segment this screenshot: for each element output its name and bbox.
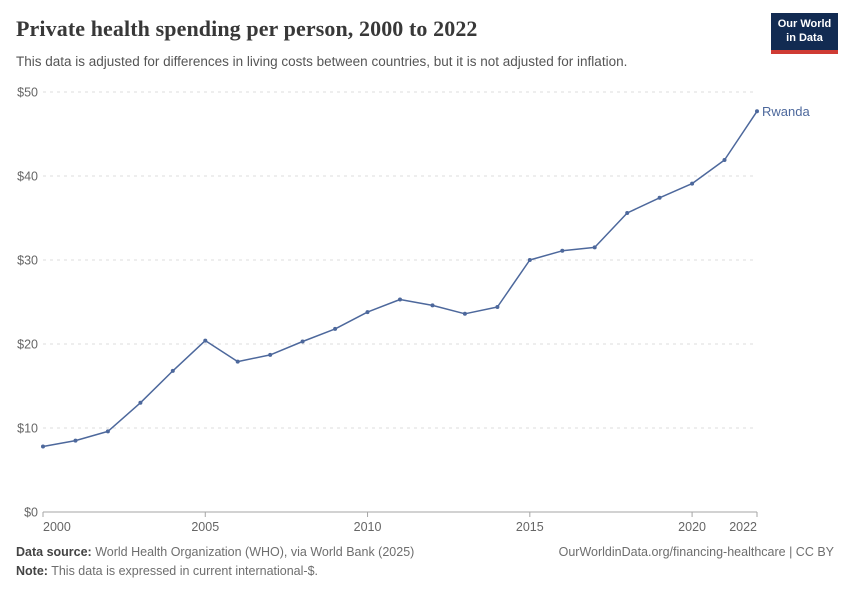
source-text: World Health Organization (WHO), via Wor… — [91, 545, 415, 559]
y-axis-label: $20 — [17, 338, 38, 352]
data-point — [755, 109, 759, 114]
note-label: Note: — [16, 564, 48, 579]
note-line: Note: This data is expressed in current … — [16, 562, 834, 581]
data-point — [235, 359, 240, 364]
data-point — [73, 438, 78, 443]
attribution-link[interactable]: OurWorldinData.org/financing-healthcare … — [558, 545, 834, 559]
data-point — [170, 368, 175, 373]
series-end-label: Rwanda — [762, 104, 810, 119]
x-axis-label: 2005 — [191, 520, 219, 534]
chart-footer: Data source: World Health Organization (… — [16, 543, 834, 582]
data-point — [333, 326, 338, 331]
logo-line2: in Data — [786, 31, 823, 44]
source-label: Data source: — [16, 545, 92, 559]
data-point — [625, 211, 630, 215]
data-point — [105, 429, 110, 434]
data-point — [657, 195, 662, 200]
data-point — [398, 297, 402, 302]
line-chart: $0 $10 $20 $30 $40 $50 2000 2005 2010 2015 2020 202… — [17, 86, 810, 535]
y-axis-label: $10 — [17, 422, 38, 436]
y-axis-label: $30 — [17, 254, 38, 268]
data-point — [300, 339, 305, 344]
data-point — [592, 245, 597, 250]
chart-subtitle: This data is adjusted for differences in… — [16, 54, 628, 69]
data-point — [722, 158, 727, 162]
x-axis-label: 2000 — [43, 520, 71, 534]
data-point — [690, 181, 695, 186]
data-point — [203, 338, 208, 343]
x-axis-label: 2020 — [678, 520, 706, 534]
y-axis-label: $0 — [24, 506, 38, 520]
data-point — [430, 303, 435, 308]
data-point — [138, 400, 143, 405]
data-point — [268, 352, 273, 357]
data-point — [365, 310, 370, 315]
data-point — [527, 258, 532, 262]
source-line: Data source: World Health Organization (… — [16, 543, 834, 562]
data-point — [41, 444, 45, 449]
x-axis-label: 2010 — [354, 520, 382, 534]
page-title: Private health spending per person, 2000… — [16, 16, 478, 41]
x-axis-label: 2015 — [516, 520, 544, 534]
logo-line1: Our World — [777, 18, 832, 30]
y-axis-label: $50 — [17, 86, 38, 100]
trend-line — [42, 110, 758, 448]
owid-logo[interactable]: Our World in Data — [771, 13, 838, 54]
note-text: This data is expressed in current intern… — [47, 564, 319, 579]
x-axis-label: 2022 — [729, 520, 757, 534]
data-point — [462, 311, 467, 316]
data-point — [495, 305, 500, 309]
y-axis-label: $40 — [17, 170, 38, 184]
data-point — [560, 248, 565, 253]
